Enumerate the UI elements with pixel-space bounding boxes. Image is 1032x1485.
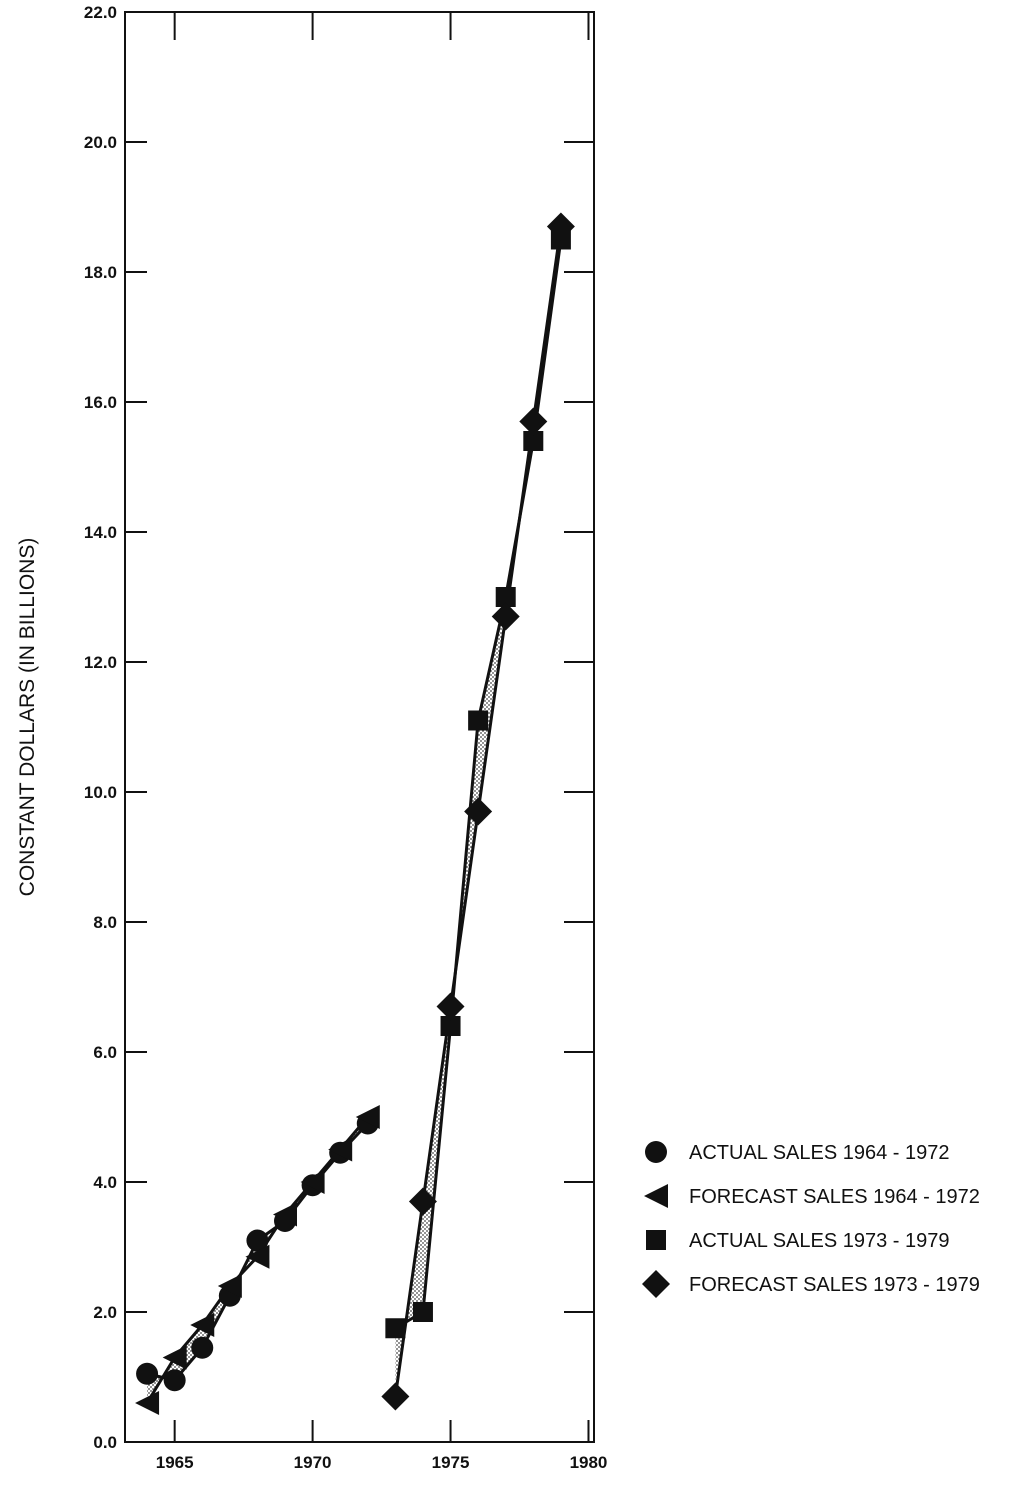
data-point-square: [440, 1016, 461, 1036]
data-point-diamond: [436, 992, 465, 1021]
difference-bands: [147, 226, 561, 1403]
data-point-triangle-left: [245, 1244, 270, 1269]
data-point-triangle-left: [300, 1170, 325, 1194]
data-point-triangle-left: [217, 1274, 242, 1298]
x-tick-label: 1970: [294, 1453, 332, 1472]
y-tick-label: 4.0: [93, 1173, 117, 1192]
data-point-circle: [136, 1362, 159, 1385]
y-tick-label: 12.0: [84, 653, 117, 672]
y-tick-label: 20.0: [84, 133, 117, 152]
data-point-triangle-left: [135, 1391, 160, 1415]
legend-label: ACTUAL SALES 1964 - 1972: [689, 1142, 950, 1164]
data-point-circle: [163, 1369, 186, 1392]
legend-marker-triangle-left: [644, 1184, 668, 1208]
data-point-diamond: [546, 212, 575, 241]
legend-label: FORECAST SALES 1964 - 1972: [689, 1186, 980, 1208]
axis-ticks: 0.0 2.0 4.0 6.0 8.0 10.0 12.0 14.0 16.0 18.0 20.0 2…: [84, 3, 607, 1472]
y-tick-label: 16.0: [84, 393, 117, 412]
data-point-diamond: [491, 602, 520, 631]
plot-frame: [124, 11, 595, 1443]
band-1964-1972: [147, 1117, 368, 1403]
y-tick-label: 8.0: [93, 913, 117, 932]
legend-label: ACTUAL SALES 1973 - 1979: [689, 1230, 950, 1252]
legend-marker-circle: [645, 1141, 667, 1163]
y-tick-label: 14.0: [84, 523, 117, 542]
x-tick-label: 1975: [432, 1453, 470, 1472]
data-point-triangle-left: [162, 1345, 187, 1370]
y-tick-label: 2.0: [93, 1303, 117, 1322]
data-point-square: [412, 1302, 433, 1322]
data-point-diamond: [519, 407, 548, 436]
series-lines: [145, 226, 563, 1404]
legend-label: FORECAST SALES 1973 - 1979: [689, 1274, 980, 1296]
legend-marker-square: [646, 1230, 666, 1250]
data-point-square: [523, 431, 544, 451]
data-point-diamond: [464, 797, 493, 826]
legend-marker-diamond: [642, 1270, 670, 1298]
y-tick-label: 18.0: [84, 263, 117, 282]
data-point-square: [495, 587, 516, 607]
data-point-circle: [246, 1229, 269, 1252]
data-point-triangle-left: [328, 1137, 353, 1162]
y-axis-label: CONSTANT DOLLARS (IN BILLIONS): [16, 538, 39, 897]
legend: ACTUAL SALES 1964 - 1972 FORECAST SALES 1…: [642, 1141, 980, 1298]
x-tick-label: 1980: [570, 1453, 608, 1472]
data-point-triangle-left: [355, 1105, 380, 1129]
data-point-triangle-left: [273, 1202, 298, 1227]
data-point-square: [468, 710, 489, 731]
data-markers: [135, 212, 575, 1415]
data-point-triangle-left: [190, 1313, 215, 1337]
x-tick-label: 1965: [156, 1453, 194, 1472]
data-point-square: [385, 1318, 406, 1339]
data-point-circle: [191, 1336, 214, 1359]
y-tick-label: 0.0: [93, 1433, 117, 1452]
y-tick-label: 22.0: [84, 3, 117, 22]
data-point-diamond: [381, 1382, 410, 1411]
data-point-diamond: [408, 1187, 437, 1216]
y-tick-label: 10.0: [84, 783, 117, 802]
y-tick-label: 6.0: [93, 1043, 117, 1062]
